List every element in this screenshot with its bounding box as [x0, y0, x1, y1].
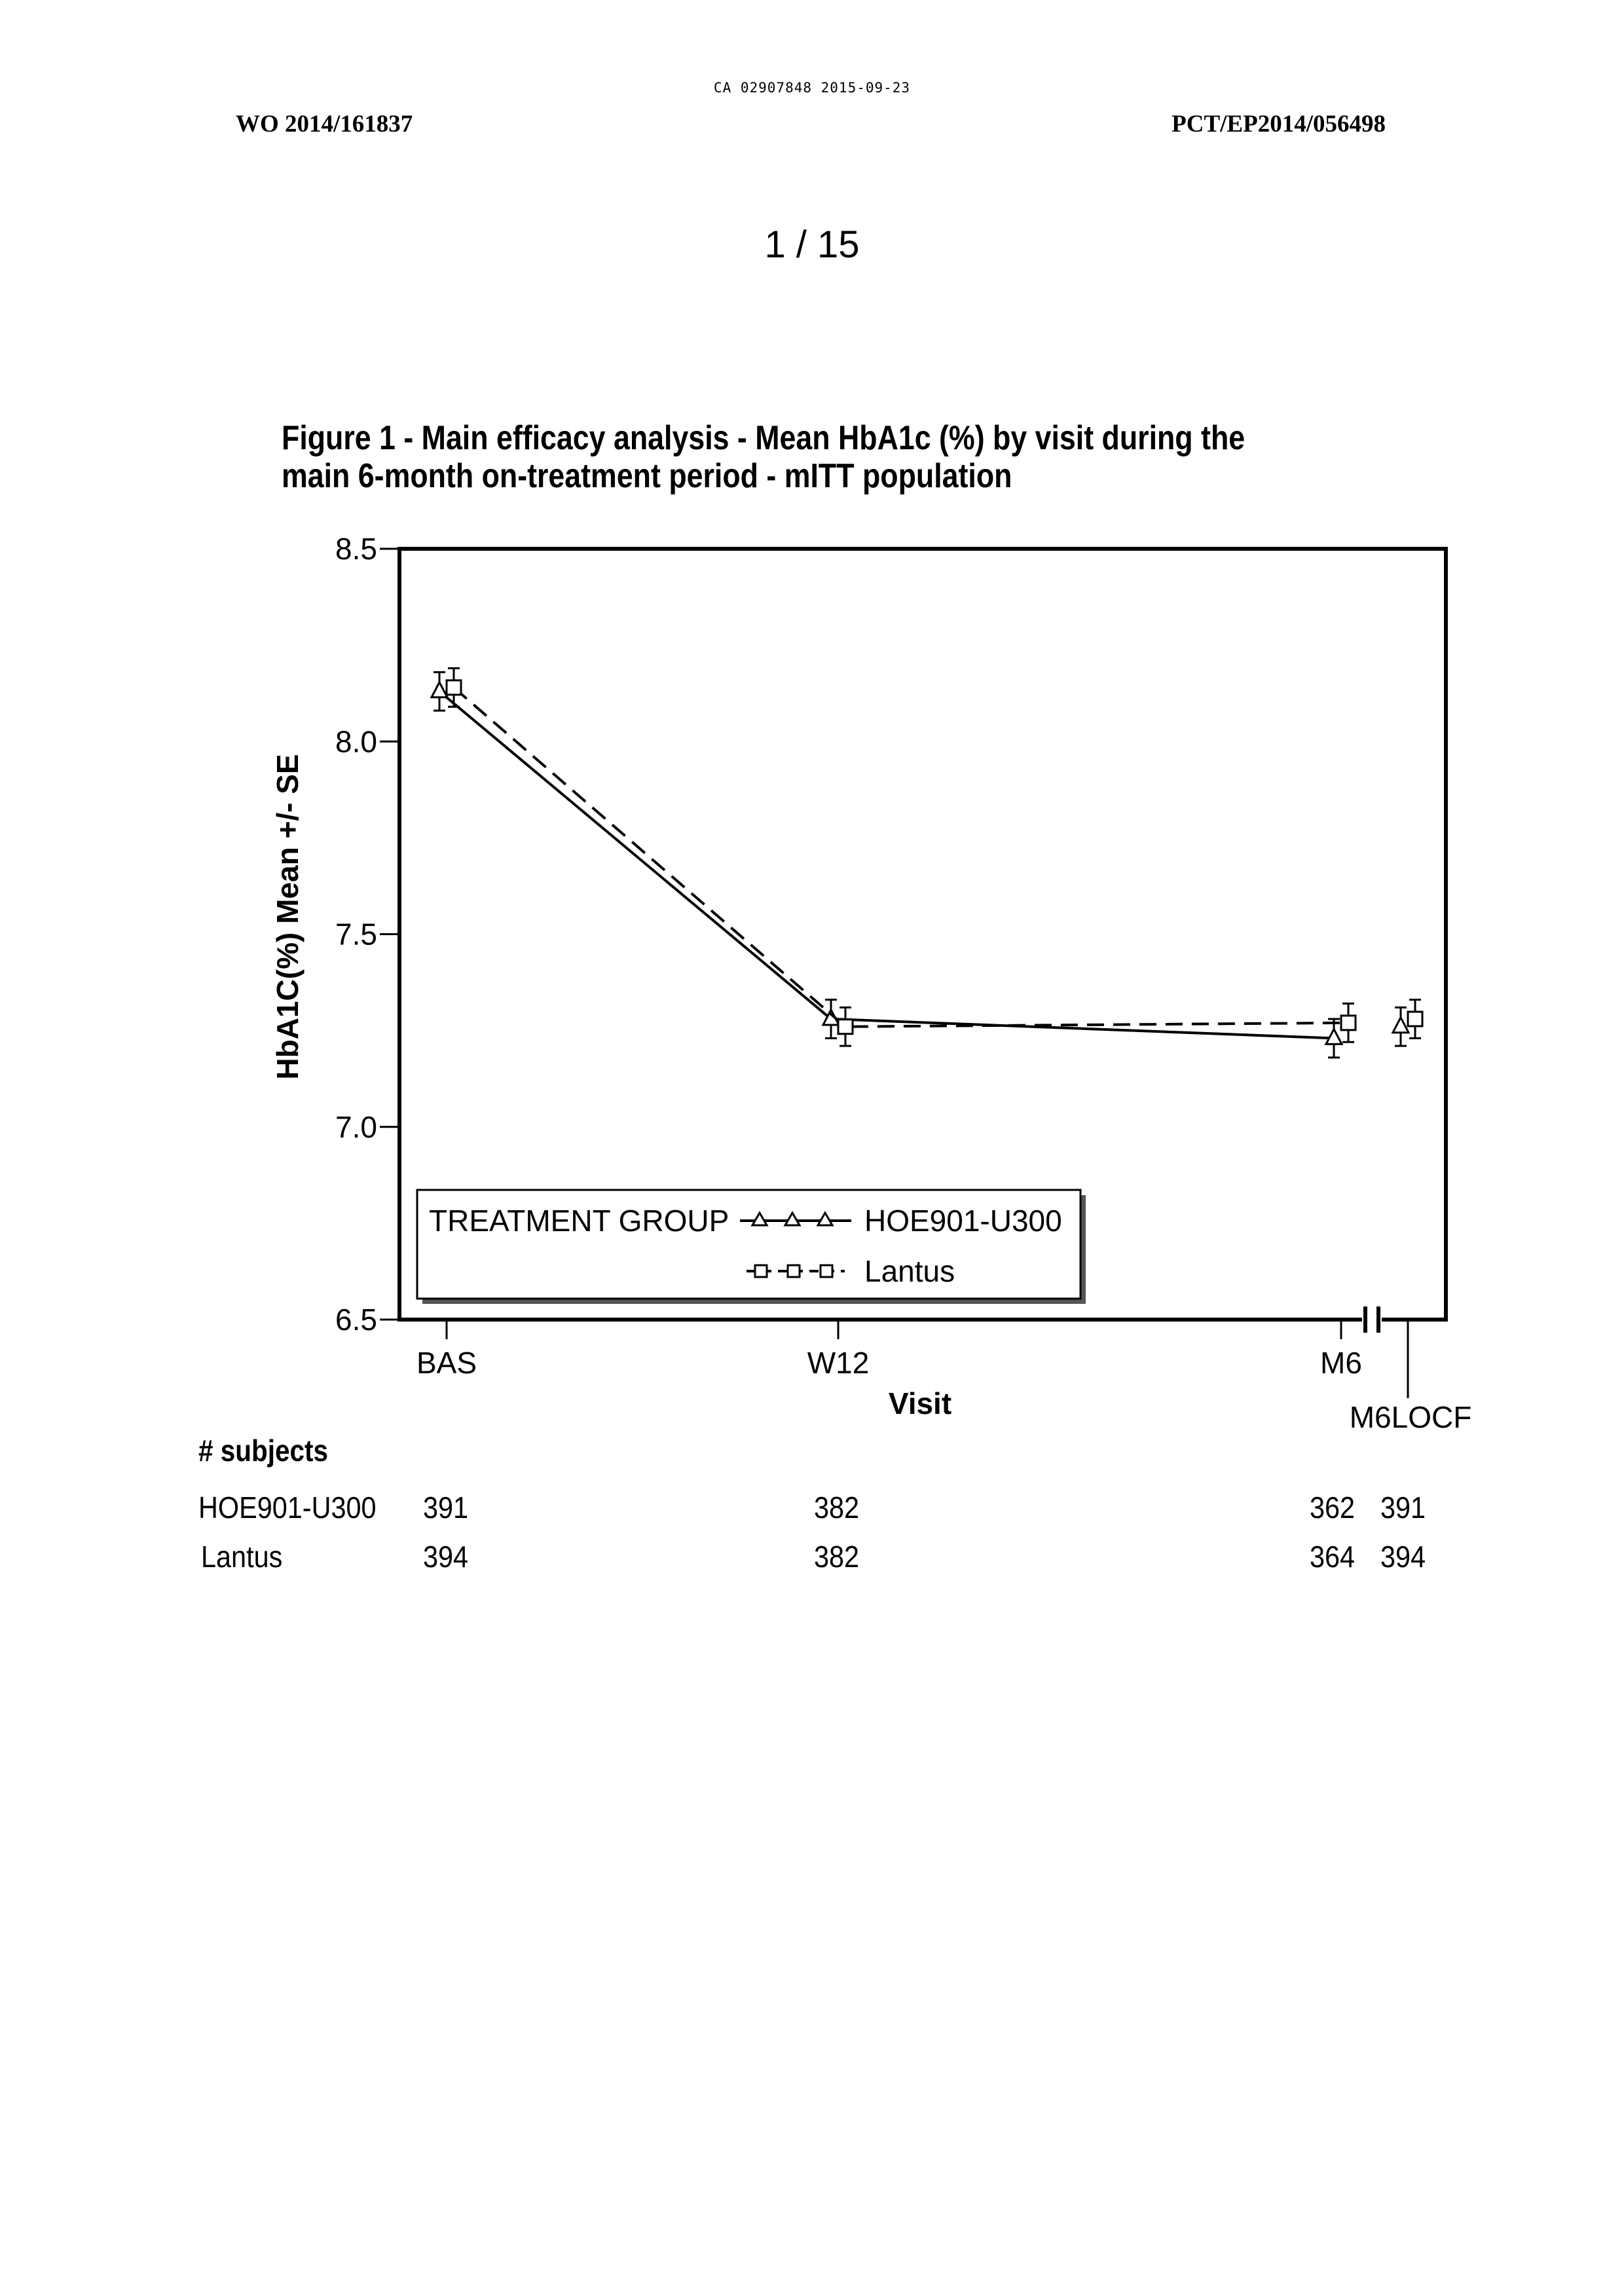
data-point — [447, 680, 461, 695]
legend-marker-square — [755, 1265, 767, 1277]
subjects-count: 382 — [814, 1539, 859, 1574]
y-tick-label: 8.5 — [335, 532, 377, 566]
x-tick-label: BAS — [416, 1346, 477, 1380]
subjects-title: # subjects — [198, 1433, 328, 1468]
subjects-row-label: Lantus — [201, 1539, 282, 1574]
subjects-count: 391 — [1380, 1490, 1426, 1525]
legend-marker-square — [788, 1265, 800, 1277]
subjects-count: 394 — [423, 1539, 468, 1574]
subjects-count: 362 — [1310, 1490, 1355, 1525]
series-line-hoe901-u300 — [439, 692, 1334, 1039]
data-point — [1326, 1029, 1342, 1044]
y-tick-label: 6.5 — [335, 1303, 377, 1337]
x-tick-label: M6LOCF — [1350, 1400, 1472, 1434]
legend-marker-square — [821, 1265, 832, 1277]
x-axis-title: Visit — [889, 1386, 951, 1420]
series-line-lantus — [454, 688, 1348, 1027]
subjects-count: 382 — [814, 1490, 859, 1525]
legend-entry: Lantus — [864, 1254, 955, 1288]
x-tick-label: M6 — [1320, 1346, 1362, 1380]
subjects-count: 394 — [1380, 1539, 1426, 1574]
data-point — [838, 1020, 853, 1034]
subjects-count: 391 — [423, 1490, 468, 1525]
subjects-row-label: HOE901-U300 — [198, 1490, 377, 1525]
y-axis-title: HbA1C(%) Mean +/- SE — [270, 754, 304, 1079]
legend-title: TREATMENT GROUP — [429, 1204, 729, 1238]
legend-entry: HOE901-U300 — [864, 1204, 1062, 1238]
data-point — [1341, 1016, 1356, 1030]
data-point — [1393, 1018, 1409, 1033]
y-tick-label: 8.0 — [335, 724, 377, 758]
hba1c-line-chart: 6.5 7.0 7.5 8.0 8.5 BAS W12 M6 M6LOCF Visit HbA1C(… — [0, 0, 1624, 1441]
subjects-count: 364 — [1310, 1539, 1355, 1574]
y-tick-label: 7.5 — [335, 917, 377, 952]
data-point — [1408, 1012, 1422, 1026]
data-point — [432, 682, 447, 697]
x-tick-label: W12 — [807, 1346, 870, 1380]
y-tick-label: 7.0 — [335, 1110, 377, 1144]
